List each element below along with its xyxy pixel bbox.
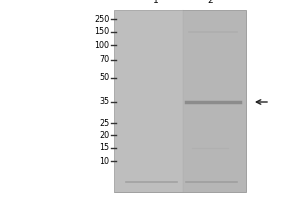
Text: 10: 10: [100, 156, 110, 166]
Text: 50: 50: [99, 73, 110, 82]
Text: 20: 20: [99, 130, 110, 140]
Text: 35: 35: [99, 98, 110, 106]
Text: 1: 1: [153, 0, 159, 5]
Text: 25: 25: [99, 118, 110, 128]
Text: 70: 70: [99, 55, 110, 64]
Text: 15: 15: [99, 143, 110, 152]
Bar: [114, 10, 246, 192]
Text: 250: 250: [94, 15, 110, 23]
Text: 2: 2: [207, 0, 213, 5]
Bar: [183, 10, 246, 192]
Text: 100: 100: [94, 40, 110, 49]
Bar: [114, 10, 183, 192]
Text: 150: 150: [94, 27, 110, 36]
